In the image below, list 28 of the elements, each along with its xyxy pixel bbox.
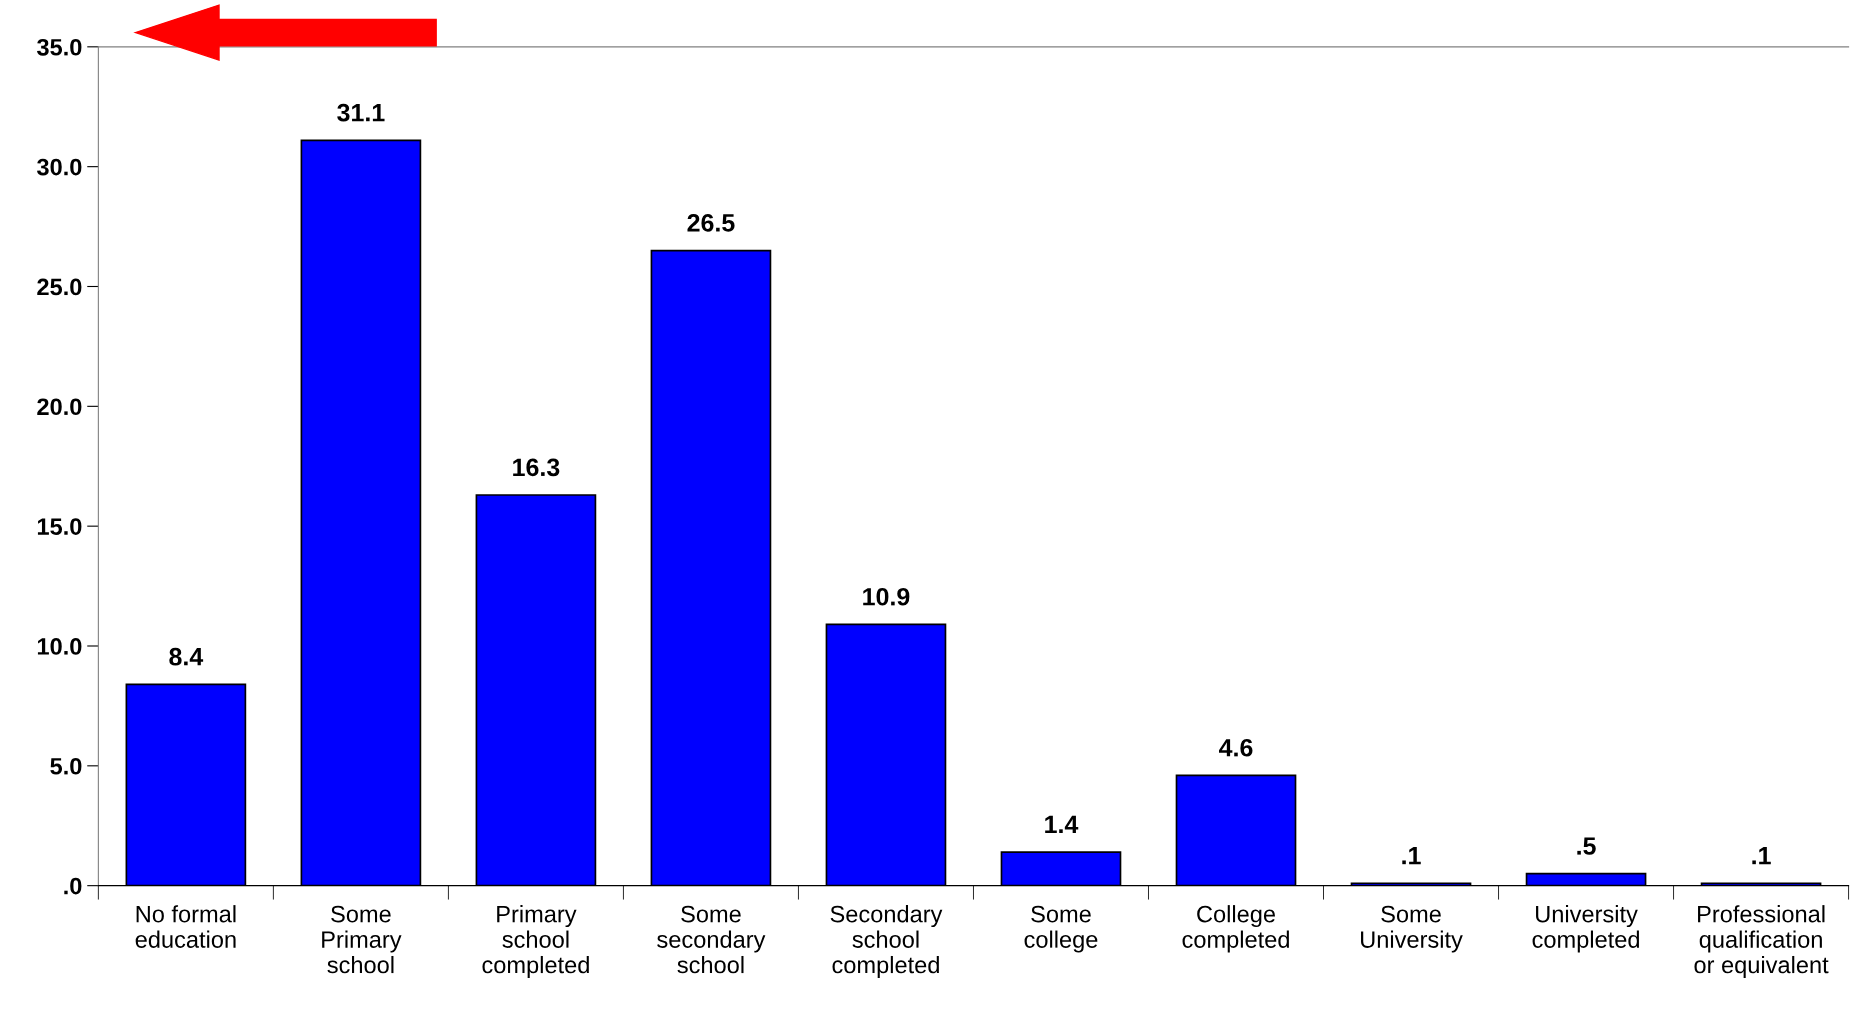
x-tick-label: University completed	[1532, 905, 1639, 953]
x-tick-label: Primary school completed	[482, 905, 589, 978]
y-tick-label: 30.0	[36, 158, 82, 176]
y-tick-label: 25.0	[37, 278, 82, 296]
y-tick-label: 15.0	[37, 518, 82, 535]
x-tick-label: Secondary school completed	[830, 905, 943, 978]
data-label: 26.5	[687, 214, 735, 232]
x-tick-label: No formal education	[135, 905, 236, 948]
data-label: .1	[1402, 846, 1421, 865]
x-tick-label: Some Primary school	[322, 905, 402, 974]
data-label: 8.4	[169, 647, 204, 666]
data-label: 31.1	[337, 103, 385, 122]
data-label: .5	[1577, 837, 1596, 855]
x-tick-label: Some college	[1024, 905, 1098, 953]
data-label: .1	[1752, 846, 1771, 865]
y-tick-label: .0	[64, 877, 82, 895]
data-label: 4.6	[1219, 738, 1253, 757]
y-tick-label: 5.0	[50, 757, 82, 775]
x-tick-label: Professional qualification or equivalent	[1694, 905, 1829, 978]
x-tick-label: Some secondary school	[657, 905, 766, 974]
x-tick-label: College completed	[1182, 905, 1289, 953]
data-label: 16.3	[513, 458, 560, 477]
data-label: 10.9	[863, 587, 910, 606]
data-label: 1.4	[1045, 815, 1079, 834]
x-tick-label: Some University	[1361, 905, 1463, 953]
y-tick-label: 20.0	[37, 398, 82, 416]
y-tick-label: 35.0	[36, 38, 82, 56]
y-tick-label: 10.0	[37, 638, 82, 655]
